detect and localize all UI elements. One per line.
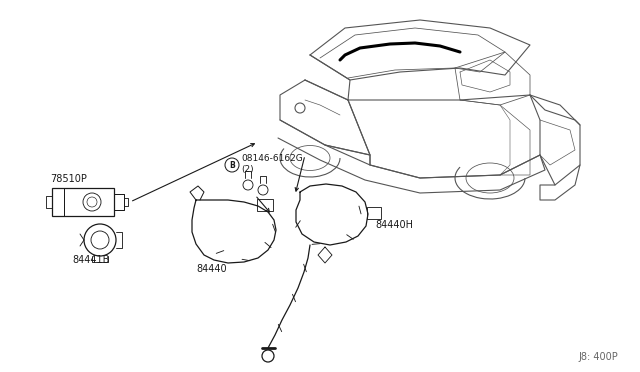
Text: 84441B: 84441B [72,255,109,265]
Text: B: B [229,161,235,170]
Text: 84440H: 84440H [375,220,413,230]
Text: (2): (2) [241,165,253,174]
Text: 08146-6162G: 08146-6162G [241,154,303,163]
Text: 84440: 84440 [196,264,227,274]
Text: 78510P: 78510P [50,174,87,184]
Bar [52,188,114,216]
Text: J8: 400P: J8: 400P [579,352,618,362]
